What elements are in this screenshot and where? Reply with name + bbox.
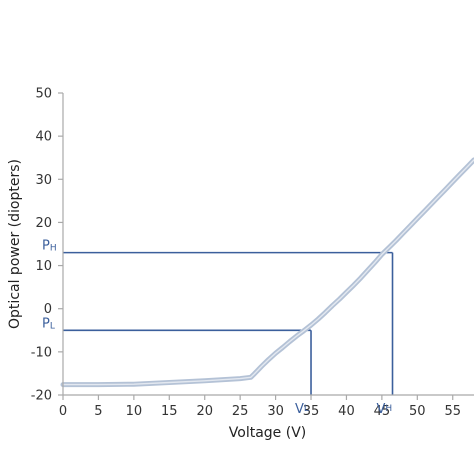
data-point <box>325 312 326 313</box>
y-tick-label: 20 <box>35 216 52 231</box>
x-ticks-layer: 0 5 10 15 20 25 30 35 40 45 50 55 <box>59 395 461 419</box>
data-point <box>98 384 99 385</box>
x-tick-label: 0 <box>59 404 67 419</box>
data-point <box>261 366 262 367</box>
y-tick-label: 30 <box>35 173 52 188</box>
y-tick-label: -20 <box>31 389 52 404</box>
data-point <box>310 325 311 326</box>
x-tick-label: 25 <box>232 404 249 419</box>
data-point <box>403 233 404 234</box>
data-point <box>395 240 396 241</box>
data-point <box>254 373 255 374</box>
data-point <box>374 262 375 263</box>
y-tick-label: -10 <box>31 345 52 360</box>
data-point <box>445 189 446 190</box>
data-point <box>438 196 439 197</box>
y-marker-label: PH <box>42 239 57 254</box>
data-point <box>360 277 361 278</box>
curve-layer <box>60 157 474 388</box>
x-tick-label: 10 <box>126 404 143 419</box>
x-tick-label: 20 <box>196 404 213 419</box>
x-tick-label: 15 <box>161 404 178 419</box>
data-point <box>417 218 418 219</box>
data-point <box>466 167 467 168</box>
x-tick-label: 30 <box>267 404 284 419</box>
data-point <box>367 270 368 271</box>
data-point <box>303 330 304 331</box>
data-point <box>204 380 205 381</box>
data-point <box>318 318 319 319</box>
data-point <box>240 378 241 379</box>
y-tick-label: 40 <box>35 130 52 145</box>
data-point <box>282 347 283 348</box>
series-line <box>62 159 474 386</box>
data-point <box>410 225 411 226</box>
axes-layer <box>62 93 474 396</box>
series-line-halo <box>60 157 474 388</box>
data-point <box>133 384 134 385</box>
data-point <box>332 305 333 306</box>
data-point <box>339 299 340 300</box>
x-tick-label: 50 <box>409 404 426 419</box>
data-point <box>431 203 432 204</box>
data-point <box>381 254 382 255</box>
data-point <box>275 353 276 354</box>
y-tick-label: 0 <box>44 302 52 317</box>
y-tick-label: 10 <box>35 259 52 274</box>
y-axis-title: Optical power (diopters) <box>7 159 23 329</box>
x-marker-label: VL <box>295 402 309 417</box>
x-tick-label: 40 <box>338 404 355 419</box>
x-tick-label: 55 <box>444 404 461 419</box>
data-point <box>388 247 389 248</box>
data-point <box>424 211 425 212</box>
x-axis-title: Voltage (V) <box>229 425 306 441</box>
y-marker-label: PL <box>42 316 55 331</box>
y-ticks-layer: -20 -10 0 10 20 30 40 50 <box>31 87 63 404</box>
x-tick-label: 5 <box>94 404 102 419</box>
y-tick-label: 50 <box>35 87 52 102</box>
reference-labels-layer: PL VL PH VH <box>42 239 392 417</box>
x-marker-label: VH <box>377 402 393 417</box>
data-point <box>353 285 354 286</box>
data-point <box>459 174 460 175</box>
data-point <box>452 181 453 182</box>
data-point <box>296 335 297 336</box>
reference-lines-layer <box>63 251 394 395</box>
x-tick-label: 35 <box>303 404 320 419</box>
data-point <box>346 292 347 293</box>
data-point <box>268 359 269 360</box>
data-point <box>250 377 251 378</box>
x-tick-label: 45 <box>374 404 391 419</box>
data-point <box>289 341 290 342</box>
data-point <box>169 382 170 383</box>
